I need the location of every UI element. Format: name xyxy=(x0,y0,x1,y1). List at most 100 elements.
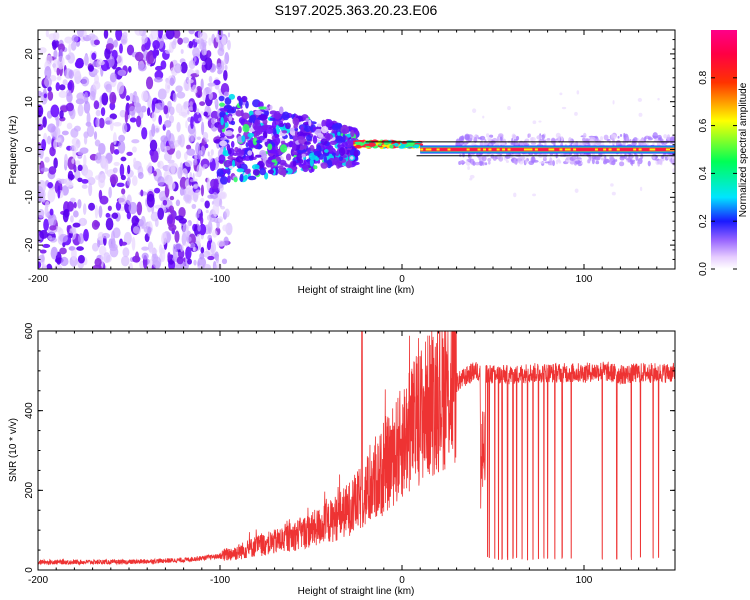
spectrogram-blob xyxy=(216,263,222,269)
spectrogram-blob xyxy=(155,127,160,133)
spectrogram-blob xyxy=(528,160,535,165)
spectrogram-blob xyxy=(631,142,637,146)
spectrogram-blob xyxy=(84,169,94,179)
spectrogram-blob xyxy=(40,92,48,105)
spectrogram-blob xyxy=(97,231,105,241)
spectrogram-blob xyxy=(58,43,65,53)
spectrogram-band-fleck xyxy=(488,148,492,151)
spectrogram-blob xyxy=(49,208,54,216)
spectrogram-blob xyxy=(312,135,318,144)
spectrogram-blob xyxy=(174,63,182,74)
spectrogram-blob xyxy=(213,99,219,105)
spectrogram-blob xyxy=(167,251,171,262)
spectrogram-blob xyxy=(389,144,394,149)
spectrogram-blob xyxy=(188,40,193,49)
spectrogram-blob xyxy=(80,217,85,227)
spectrogram-blob xyxy=(226,110,235,114)
spectrogram-blob xyxy=(77,164,83,172)
spectrogram-blob xyxy=(72,222,81,228)
spectrogram-blob xyxy=(178,111,188,117)
spectrogram-blob xyxy=(109,113,118,120)
spectrogram-blob xyxy=(638,112,643,117)
spectrogram-band-fleck xyxy=(548,148,552,151)
spectrogram-blob xyxy=(68,246,76,251)
spectrogram-blob xyxy=(150,30,159,40)
spectrogram-blob xyxy=(204,200,210,209)
spectrogram-blob xyxy=(206,50,212,58)
spectrogram-blob xyxy=(196,136,201,140)
spectrogram-blob xyxy=(228,165,234,169)
spectrogram-blob xyxy=(169,77,175,87)
spectrogram-blob xyxy=(131,215,139,226)
spectrogram-blob xyxy=(289,135,294,140)
spectrogram-blob xyxy=(145,76,154,90)
spectrogram-blob xyxy=(188,30,195,35)
spectrogram-blob xyxy=(291,143,297,151)
spectrogram-blob xyxy=(285,122,291,130)
spectrogram-blob xyxy=(296,153,302,162)
spectrogram-blob xyxy=(124,110,129,124)
spectrogram-blob xyxy=(196,69,200,76)
spectrogram-blob xyxy=(651,154,656,160)
spectrogram-blob xyxy=(59,233,68,243)
spectrogram-blob xyxy=(167,181,176,191)
spectrogram-blob xyxy=(224,208,230,218)
spectrogram-blob xyxy=(73,125,81,132)
spectrogram-blob xyxy=(193,259,197,266)
spectrogram-blob xyxy=(507,106,511,111)
spectrogram-blob xyxy=(469,174,475,179)
spectrogram-blob xyxy=(308,119,312,127)
snr-series-line xyxy=(38,331,675,566)
y-tick-label: 20 xyxy=(24,48,35,60)
spectrogram-blob xyxy=(62,79,68,86)
x-tick-label: 100 xyxy=(576,274,593,285)
spectrogram-blob xyxy=(94,204,99,219)
spectrogram-blob xyxy=(39,160,45,175)
spectrogram-blob xyxy=(53,49,58,59)
spectrogram-blob xyxy=(574,188,579,193)
spectrogram-blob xyxy=(186,148,196,156)
spectrogram-blob xyxy=(227,32,231,38)
spectrogram-blob xyxy=(70,197,76,203)
spectrogram-blob xyxy=(119,241,128,246)
spectrogram-blob xyxy=(128,262,134,269)
spectrogram-blob xyxy=(188,106,195,111)
spectrogram-blob xyxy=(135,115,142,128)
spectrogram-blob xyxy=(568,137,572,144)
spectrogram-x-ticks: -200 -100 0 100 xyxy=(28,30,676,285)
spectrogram-blob xyxy=(663,134,668,139)
spectrogram-blob xyxy=(197,224,201,232)
spectrogram-blob xyxy=(350,161,360,166)
spectrogram-blob xyxy=(667,156,672,160)
spectrogram-blob xyxy=(77,104,84,117)
spectrogram-blob xyxy=(66,91,73,103)
spectrogram-blob xyxy=(75,160,81,166)
spectrogram-blob xyxy=(188,59,196,70)
spectrogram-blob xyxy=(43,218,49,232)
spectrogram-blob xyxy=(619,134,623,137)
spectrogram-blob xyxy=(406,142,415,146)
spectrogram-blob xyxy=(280,144,288,153)
spectrogram-blob xyxy=(196,108,200,115)
spectrogram-blob xyxy=(88,202,96,211)
spectrogram-blob xyxy=(121,255,130,267)
spectrogram-blob xyxy=(231,159,236,168)
spectrogram-blob xyxy=(98,117,105,129)
spectrogram-blob xyxy=(47,86,52,92)
spectrogram-blob xyxy=(262,119,268,125)
spectrogram-blob xyxy=(141,90,149,102)
spectrogram-blob xyxy=(193,178,198,182)
spectrogram-blob xyxy=(184,243,189,247)
spectrogram-blob xyxy=(230,140,235,148)
spectrogram-blob xyxy=(594,135,598,139)
spectrogram-blob xyxy=(219,198,223,208)
spectrogram-blob xyxy=(189,101,193,107)
spectrogram-blob xyxy=(172,248,179,260)
spectrogram-blob xyxy=(272,167,276,176)
spectrogram-band-fleck xyxy=(482,148,486,151)
spectrogram-blob xyxy=(576,90,580,95)
spectrogram-blob xyxy=(482,161,485,166)
spectrogram-band-fleck xyxy=(638,148,642,151)
spectrogram-blob xyxy=(325,119,333,128)
spectrogram-blob xyxy=(83,30,87,38)
